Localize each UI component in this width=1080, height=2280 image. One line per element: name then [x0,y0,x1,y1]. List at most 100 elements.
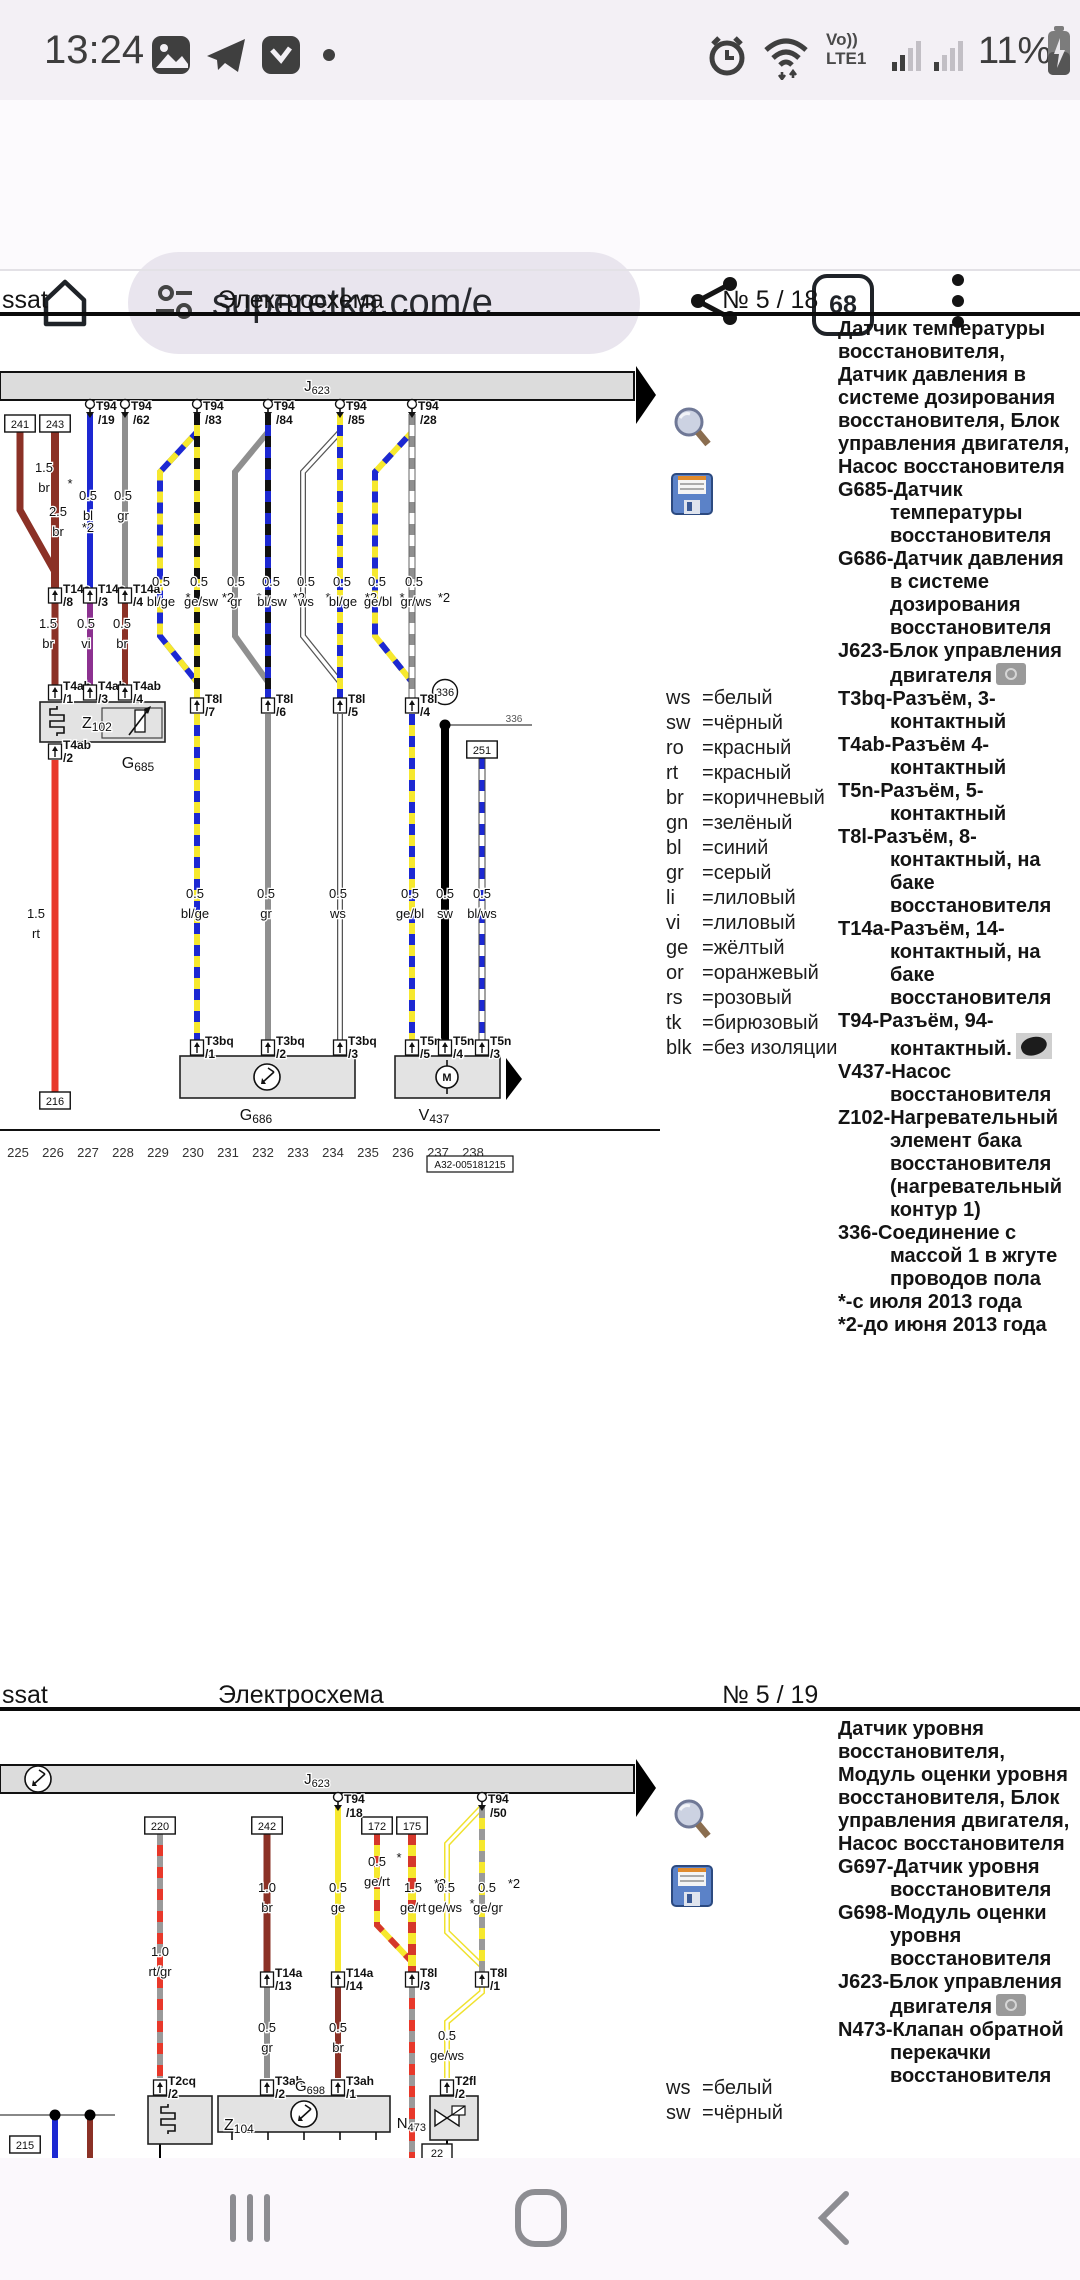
svg-text:*2: *2 [438,590,450,605]
svg-text:241: 241 [11,419,29,431]
svg-text:ge/ws: ge/ws [428,1900,462,1915]
svg-text:T2fl: T2fl [455,2074,476,2088]
svg-text:/62: /62 [133,413,150,427]
clock: 13:24 [44,28,145,72]
svg-text:226: 226 [42,1145,64,1160]
svg-text:220: 220 [151,1821,169,1833]
site-settings-icon[interactable] [154,281,194,326]
legend-row: li = лиловый [666,887,796,909]
svg-text:/1: /1 [346,2087,356,2101]
camera-icon[interactable] [996,1994,1027,2016]
svg-text:ge/ws: ge/ws [430,2048,464,2063]
svg-text:/13: /13 [275,1979,292,1993]
note-item: J623-Блок управления двигателя [838,640,1062,687]
svg-text:gr: gr [261,2040,273,2055]
menu-kebab-icon[interactable] [950,272,966,335]
camera-icon[interactable] [996,663,1027,685]
svg-text:*2: *2 [82,520,94,535]
svg-text:/4: /4 [453,1047,463,1061]
svg-text:1.0: 1.0 [151,1944,169,1959]
svg-text:/4: /4 [420,705,430,719]
legend-row: blk = без изоляции [666,1037,838,1059]
svg-text:1.0: 1.0 [258,1880,276,1895]
connector-photo-icon[interactable] [1015,1033,1052,1059]
recents-button[interactable] [228,2188,274,2253]
legend-row: ws = белый [666,2077,773,2099]
svg-text:/1: /1 [205,1047,215,1061]
svg-text:230: 230 [182,1145,204,1160]
svg-text:/2: /2 [168,2087,178,2101]
svg-text:/2: /2 [455,2087,465,2101]
svg-text:ws: ws [297,594,314,609]
svg-text:/4: /4 [133,595,143,609]
svg-text:0.5: 0.5 [436,886,454,901]
legend-row: rs = розовый [666,987,792,1009]
note-item: T5n-Разъём, 5-контактный [838,780,1007,825]
svg-text:*2: *2 [508,1876,520,1891]
svg-text:rt: rt [32,926,40,941]
wiring-diagram-5-18[interactable]: J623 Z102 M 336 241 243 216 251 T94/19 T94/62 T94/… [0,340,660,1185]
page1-number: № 5 / 18 [722,286,819,314]
signal-bars-sim1 [892,38,926,77]
svg-text:228: 228 [112,1145,134,1160]
svg-text:*: * [396,1850,401,1865]
svg-text:ge/gr: ge/gr [473,1900,503,1915]
note-item: *2-до июня 2013 года [838,1314,1047,1336]
svg-text:bl/ws: bl/ws [467,906,497,921]
svg-text:0.5: 0.5 [329,1880,347,1895]
svg-text:1.5: 1.5 [27,906,45,921]
svg-text:T14a: T14a [133,582,161,596]
svg-text:215: 215 [16,2140,34,2152]
browser-toolbar: superetka.com/е 68 [0,100,1080,354]
notes-intro: Датчик температуры восстановителя, Датчи… [838,318,1070,478]
note-item: V437-Насос восстановителя [838,1061,1052,1106]
note-item: T8l-Разъём, 8-контактный, на баке восста… [838,826,1052,917]
legend-row: tk = бирюзовый [666,1012,819,1034]
page2-number: № 5 / 19 [722,1681,819,1709]
svg-text:*: * [185,590,190,605]
svg-text:233: 233 [287,1145,309,1160]
svg-text:231: 231 [217,1145,239,1160]
svg-text:0.5: 0.5 [405,574,423,589]
wiring-diagram-5-19[interactable]: J623 220 242 172 175 215 22 T94/18 T94/50 T14a/13… [0,1740,660,2163]
svg-text:*: * [67,476,72,491]
zoom-icon[interactable] [670,405,716,458]
svg-text:T4ab: T4ab [63,738,91,752]
svg-text:G698: G698 [295,2078,325,2097]
svg-text:/2: /2 [276,1047,286,1061]
home-button[interactable] [512,2188,572,2253]
svg-text:/2: /2 [63,751,73,765]
svg-text:vi: vi [81,636,91,651]
svg-text:/18: /18 [346,1806,363,1820]
svg-text:br: br [42,636,54,651]
svg-text:229: 229 [147,1145,169,1160]
svg-text:*2: *2 [222,590,234,605]
legend-row: bl = синий [666,837,769,859]
back-button[interactable] [812,2188,856,2253]
note-item: G686-Датчик давления в системе дозирован… [838,548,1064,639]
page2-title: Электросхема [218,1681,384,1709]
note-item: T3bq-Разъём, 3-контактный [838,688,1007,733]
save-icon-2[interactable] [670,1864,714,1913]
svg-text:*: * [325,590,330,605]
note-item: N473-Клапан обратной перекачки восстанов… [838,2019,1064,2087]
svg-text:/3: /3 [490,1047,500,1061]
page2-header-rule [0,1707,1080,1711]
zoom-icon-2[interactable] [670,1797,716,1850]
save-icon[interactable] [670,472,714,521]
svg-text:0.5: 0.5 [114,488,132,503]
legend-row: sw = чёрный [666,2102,783,2124]
component-notes-5-19: Датчик уровня восстановителя, Модуль оце… [838,1718,1078,2158]
svg-text:br: br [52,524,64,539]
svg-text:T94: T94 [96,399,117,413]
page2-header: ssat Электросхема № 5 / 19 [0,1681,1080,1711]
note-item: G698-Модуль оценки уровня восстановителя [838,1902,1052,1970]
svg-text:T94: T94 [203,399,224,413]
url-text[interactable]: superetka.com/е [212,281,493,324]
svg-text:T8l: T8l [205,692,222,706]
mail-notification-icon [260,34,302,81]
system-nav-bar [0,2158,1080,2280]
wifi-icon [762,34,814,85]
legend-row: br = коричневый [666,787,825,809]
